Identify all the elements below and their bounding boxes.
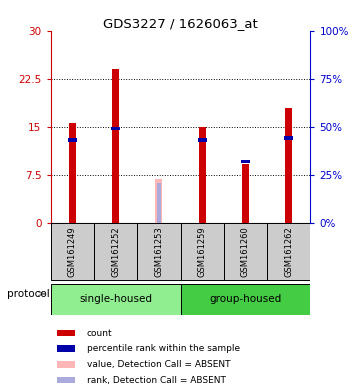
Text: GSM161252: GSM161252: [111, 226, 120, 276]
Bar: [112, 69, 119, 223]
Bar: [51, 223, 94, 280]
Bar: [94, 223, 137, 280]
Bar: [224, 223, 267, 280]
Bar: [57, 377, 75, 383]
Text: rank, Detection Call = ABSENT: rank, Detection Call = ABSENT: [87, 376, 226, 384]
Bar: [57, 330, 75, 336]
Bar: [180, 283, 310, 315]
Bar: [198, 138, 206, 142]
Bar: [68, 138, 77, 142]
Text: GSM161260: GSM161260: [241, 226, 250, 276]
Text: single-housed: single-housed: [79, 294, 152, 304]
Bar: [284, 136, 293, 140]
Text: group-housed: group-housed: [209, 294, 282, 304]
Bar: [242, 164, 249, 223]
Text: value, Detection Call = ABSENT: value, Detection Call = ABSENT: [87, 360, 230, 369]
Bar: [57, 361, 75, 368]
Text: count: count: [87, 329, 113, 338]
Text: protocol: protocol: [7, 289, 50, 299]
Bar: [111, 127, 120, 131]
Text: GSM161249: GSM161249: [68, 226, 77, 276]
Bar: [199, 127, 205, 223]
Text: GSM161262: GSM161262: [284, 226, 293, 276]
Bar: [69, 123, 75, 223]
Bar: [267, 223, 310, 280]
Bar: [51, 283, 180, 315]
Bar: [137, 223, 180, 280]
Bar: [57, 346, 75, 352]
Text: GSM161259: GSM161259: [198, 226, 206, 276]
Bar: [180, 223, 224, 280]
Bar: [156, 179, 162, 223]
Bar: [157, 183, 161, 223]
Text: GSM161253: GSM161253: [155, 226, 163, 276]
Bar: [286, 108, 292, 223]
Bar: [241, 159, 250, 163]
Text: percentile rank within the sample: percentile rank within the sample: [87, 344, 240, 353]
Title: GDS3227 / 1626063_at: GDS3227 / 1626063_at: [103, 17, 258, 30]
